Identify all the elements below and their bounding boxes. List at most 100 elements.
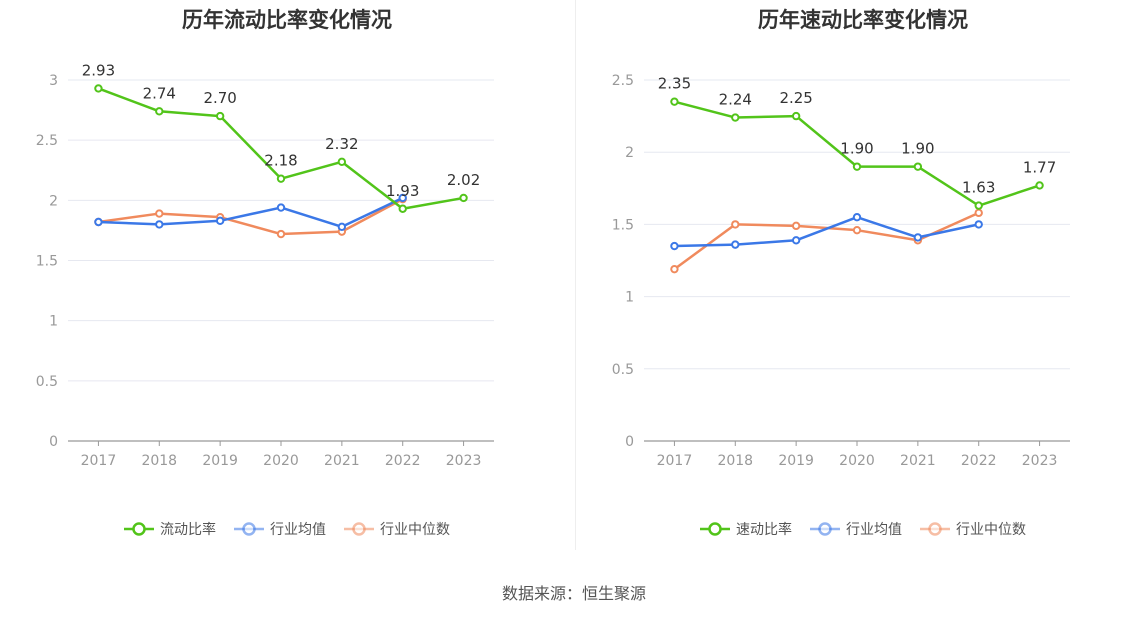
panel-divider — [575, 0, 576, 550]
data-point[interactable] — [913, 162, 923, 171]
x-tick-label: 2022 — [961, 453, 997, 469]
y-tick-label: 2.5 — [612, 73, 634, 89]
legend-marker-icon — [810, 522, 840, 536]
data-point[interactable] — [974, 208, 983, 218]
data-point[interactable] — [155, 209, 164, 218]
legend-label: 行业均值 — [270, 522, 326, 538]
x-tick-label: 2022 — [385, 453, 421, 469]
legend-marker-icon — [344, 522, 374, 536]
chart-title: 历年速动比率变化情况 — [758, 8, 968, 32]
data-point[interactable] — [852, 212, 862, 222]
series-line — [98, 198, 404, 236]
data-point[interactable] — [155, 220, 164, 229]
y-tick-label: 0 — [625, 434, 634, 450]
legend-marker-icon — [700, 522, 730, 536]
y-tick-label: 1.5 — [612, 217, 634, 233]
legend-item[interactable]: 速动比率 — [700, 519, 792, 539]
data-point[interactable] — [215, 216, 225, 225]
data-point[interactable] — [731, 240, 740, 249]
data-point[interactable] — [913, 233, 923, 242]
y-tick-label: 2 — [49, 193, 58, 209]
y-tick-label: 2.5 — [36, 133, 58, 149]
data-point[interactable] — [731, 220, 740, 229]
x-tick-label: 2023 — [1022, 453, 1058, 469]
y-tick-label: 2 — [625, 145, 634, 161]
data-label: 1.90 — [901, 140, 934, 158]
data-point[interactable] — [791, 221, 801, 231]
legend-label: 行业均值 — [846, 522, 902, 538]
legend-label: 速动比率 — [736, 522, 792, 538]
quick-ratio-panel: 历年速动比率变化情况 0 0.5 1 1.5 2 2.5 2017 2018 2019 2020 2… — [576, 0, 1148, 560]
legend-marker-icon — [920, 522, 950, 536]
data-point[interactable] — [398, 204, 407, 213]
data-point[interactable] — [459, 193, 468, 203]
data-point[interactable] — [670, 264, 679, 274]
data-point[interactable] — [276, 229, 286, 239]
legend-label: 行业中位数 — [380, 522, 450, 538]
y-tick-label: 0.5 — [612, 362, 634, 378]
current-ratio-panel: 历年流动比率变化情况 0 0.5 1 1.5 2 2.5 3 2017 2018 2019 2020… — [0, 0, 574, 560]
data-point[interactable] — [1035, 181, 1044, 190]
legend-item[interactable]: 行业均值 — [234, 519, 326, 539]
chart-title: 历年流动比率变化情况 — [182, 8, 392, 32]
data-point[interactable] — [398, 193, 407, 203]
y-tick-label: 1.5 — [36, 254, 58, 270]
data-label: 1.63 — [962, 179, 995, 197]
data-point[interactable] — [276, 203, 286, 212]
data-label: 2.25 — [779, 89, 812, 107]
series-line — [673, 211, 980, 271]
x-tick-label: 2019 — [202, 453, 238, 469]
data-label: 2.32 — [325, 135, 358, 153]
legend-item[interactable]: 行业中位数 — [920, 519, 1026, 539]
data-point[interactable] — [155, 107, 164, 116]
data-point[interactable] — [852, 162, 862, 171]
x-tick-label: 2017 — [81, 453, 117, 469]
x-tick-label: 2020 — [839, 453, 875, 469]
data-point[interactable] — [276, 174, 286, 183]
chart-legend: 速动比率 行业均值 行业中位数 — [576, 516, 1148, 542]
current-ratio-chart: 0 0.5 1 1.5 2 2.5 3 2017 2018 2019 2020 2021 2022 202… — [36, 61, 494, 469]
data-label: 2.74 — [143, 84, 176, 102]
series-line — [674, 215, 979, 248]
x-tick-label: 2018 — [141, 453, 177, 469]
data-point[interactable] — [337, 222, 347, 232]
y-tick-label: 1 — [625, 290, 634, 306]
data-point[interactable] — [670, 97, 679, 106]
quick-ratio-chart: 0 0.5 1 1.5 2 2.5 2017 2018 2019 2020 2021 2022 2023… — [612, 73, 1070, 469]
x-tick-label: 2023 — [446, 453, 482, 469]
legend-item[interactable]: 行业均值 — [810, 519, 902, 539]
legend-item[interactable]: 流动比率 — [124, 519, 216, 539]
data-point[interactable] — [215, 111, 225, 121]
series-line — [98, 196, 404, 229]
data-point[interactable] — [670, 241, 679, 251]
data-point[interactable] — [852, 225, 862, 235]
y-tick-label: 1 — [49, 314, 58, 330]
y-tick-label: 0 — [49, 434, 58, 450]
data-label: 2.35 — [658, 75, 691, 93]
data-point[interactable] — [94, 217, 103, 227]
legend-marker-icon — [124, 522, 154, 536]
data-point[interactable] — [337, 157, 347, 167]
x-tick-label: 2018 — [717, 453, 753, 469]
legend-marker-icon — [234, 522, 264, 536]
data-point[interactable] — [974, 201, 983, 210]
data-label: 1.93 — [386, 182, 419, 200]
x-tick-label: 2020 — [263, 453, 299, 469]
data-label: 2.24 — [719, 91, 752, 109]
data-point[interactable] — [791, 236, 801, 245]
data-point[interactable] — [974, 220, 983, 229]
legend-label: 流动比率 — [160, 522, 216, 538]
data-label: 2.18 — [264, 152, 297, 170]
x-tick-label: 2017 — [657, 453, 693, 469]
x-tick-label: 2021 — [324, 453, 360, 469]
data-point[interactable] — [731, 113, 740, 122]
data-point[interactable] — [791, 111, 801, 121]
data-source-note: 数据来源：恒生聚源 — [501, 584, 646, 603]
data-label: 2.93 — [82, 61, 115, 79]
x-tick-label: 2019 — [778, 453, 814, 469]
data-label: 2.02 — [447, 171, 480, 189]
legend-item[interactable]: 行业中位数 — [344, 519, 450, 539]
y-tick-label: 3 — [49, 73, 58, 89]
data-point[interactable] — [94, 84, 103, 93]
data-label: 1.77 — [1023, 158, 1056, 176]
